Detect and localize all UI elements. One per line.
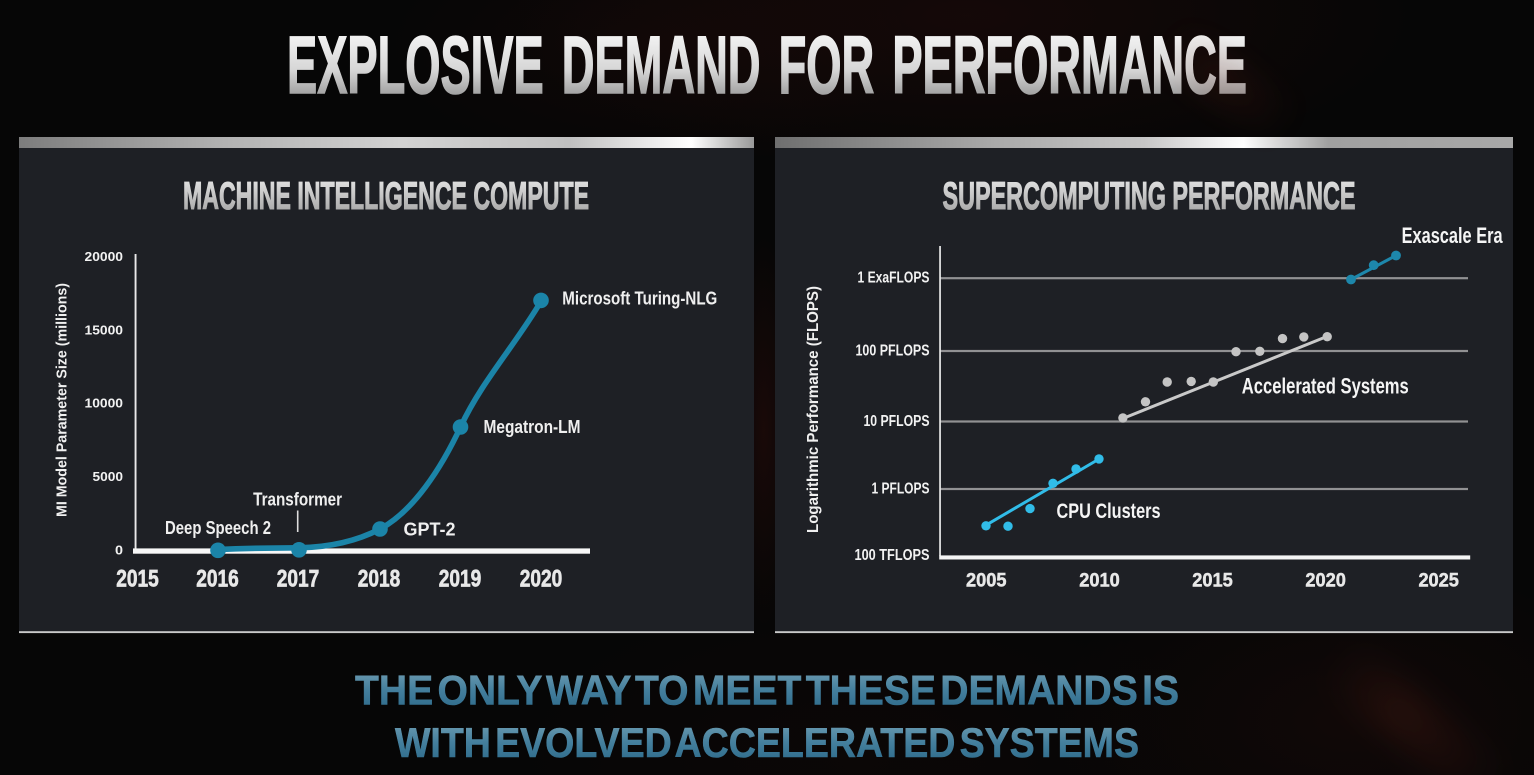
svg-text:20000: 20000 xyxy=(85,249,124,264)
svg-text:2015: 2015 xyxy=(116,566,159,593)
svg-text:15000: 15000 xyxy=(85,322,124,337)
svg-text:100 TFLOPS: 100 TFLOPS xyxy=(855,547,930,564)
svg-text:1 PFLOPS: 1 PFLOPS xyxy=(872,480,930,497)
svg-text:Accelerated Systems: Accelerated Systems xyxy=(1242,373,1409,398)
svg-text:2025: 2025 xyxy=(1418,570,1459,592)
svg-text:Transformer: Transformer xyxy=(253,489,342,509)
svg-text:2019: 2019 xyxy=(439,566,482,593)
svg-text:THE ONLY WAY TO MEET THESE DEM: THE ONLY WAY TO MEET THESE DEMANDS IS xyxy=(355,667,1179,714)
svg-text:Logarithmic Performance (FLOPS: Logarithmic Performance (FLOPS) xyxy=(805,286,822,533)
svg-text:2015: 2015 xyxy=(1192,570,1233,592)
svg-text:EXPLOSIVE DEMAND FOR PERFORMAN: EXPLOSIVE DEMAND FOR PERFORMANCE xyxy=(287,20,1247,111)
svg-text:2010: 2010 xyxy=(1079,570,1120,592)
svg-text:2018: 2018 xyxy=(358,566,401,593)
svg-text:2020: 2020 xyxy=(520,566,563,593)
svg-text:5000: 5000 xyxy=(93,469,124,484)
svg-text:GPT-2: GPT-2 xyxy=(404,520,456,540)
svg-text:WITH EVOLVED ACCELERATED SYSTE: WITH EVOLVED ACCELERATED SYSTEMS xyxy=(395,719,1139,766)
svg-text:Megatron-LM: Megatron-LM xyxy=(484,417,581,437)
svg-text:1 ExaFLOPS: 1 ExaFLOPS xyxy=(858,270,930,287)
svg-text:MI Model Parameter Size (milli: MI Model Parameter Size (millions) xyxy=(54,283,71,517)
svg-text:SUPERCOMPUTING PERFORMANCE: SUPERCOMPUTING PERFORMANCE xyxy=(943,175,1356,218)
svg-text:Deep Speech 2: Deep Speech 2 xyxy=(165,518,271,538)
svg-text:2016: 2016 xyxy=(196,566,239,593)
svg-text:MACHINE INTELLIGENCE COMPUTE: MACHINE INTELLIGENCE COMPUTE xyxy=(183,175,589,218)
svg-text:2005: 2005 xyxy=(966,570,1007,592)
svg-text:10000: 10000 xyxy=(85,396,124,411)
svg-text:2017: 2017 xyxy=(277,566,320,593)
svg-text:0: 0 xyxy=(115,542,123,557)
svg-text:100 PFLOPS: 100 PFLOPS xyxy=(856,342,930,359)
svg-text:Microsoft Turing-NLG: Microsoft Turing-NLG xyxy=(562,288,717,308)
svg-text:Exascale Era: Exascale Era xyxy=(1402,223,1503,248)
svg-text:10 PFLOPS: 10 PFLOPS xyxy=(864,413,930,430)
svg-text:CPU Clusters: CPU Clusters xyxy=(1057,500,1161,523)
svg-text:2020: 2020 xyxy=(1305,570,1346,592)
